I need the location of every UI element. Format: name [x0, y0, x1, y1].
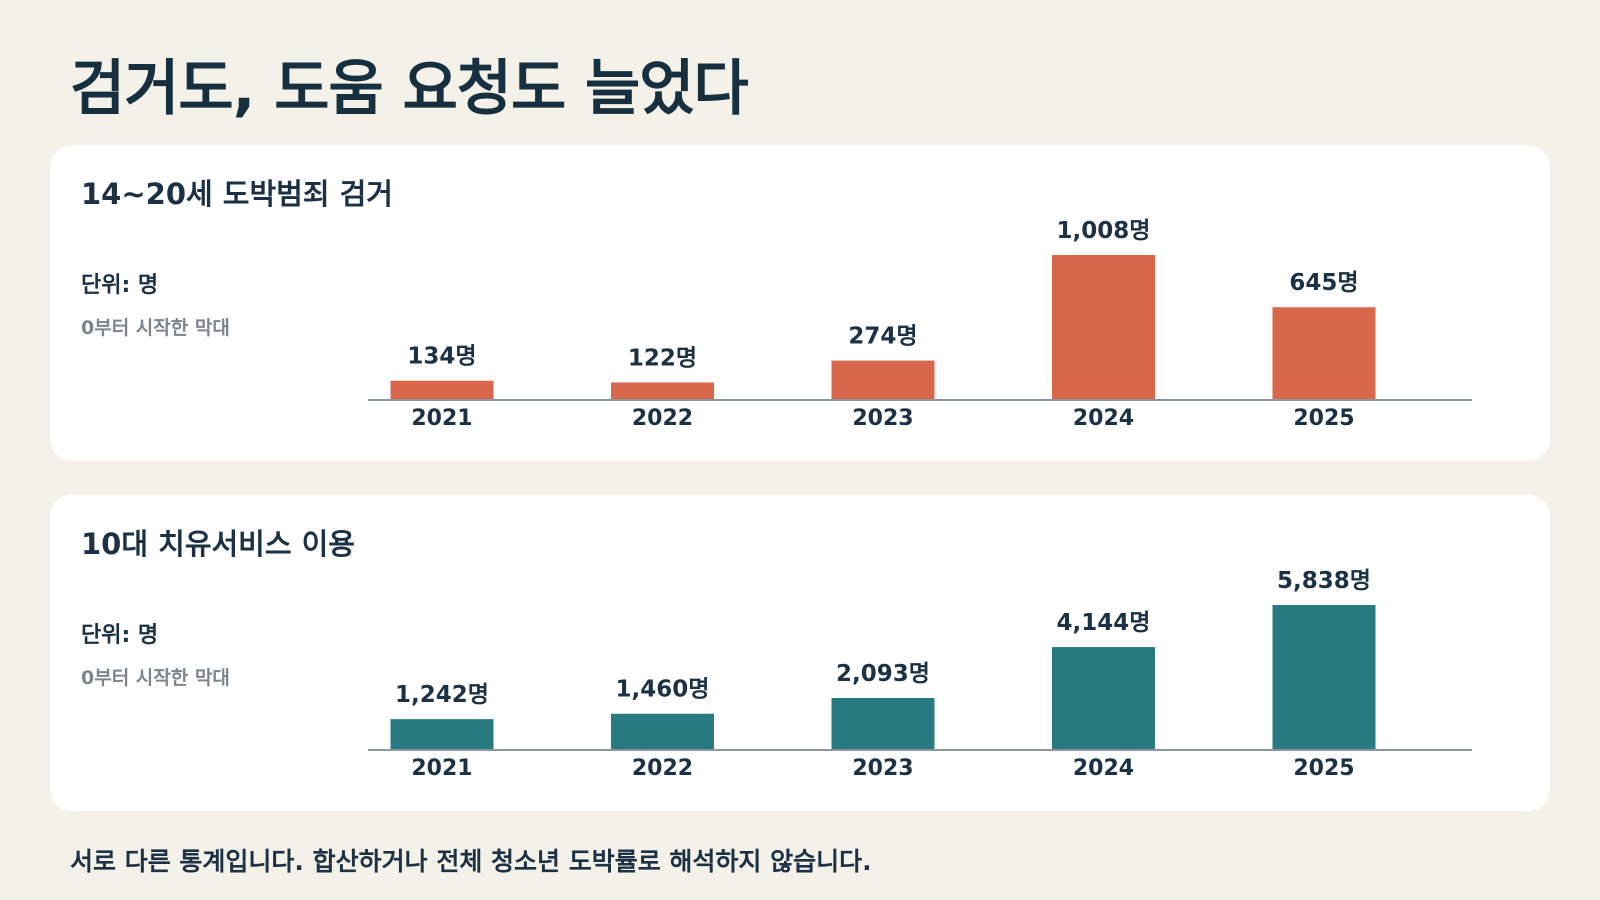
- x-tick-label: 2021: [411, 756, 472, 781]
- x-tick-label: 2025: [1293, 406, 1354, 431]
- unit-label: 단위: 명: [81, 623, 159, 648]
- x-tick-label: 2025: [1293, 756, 1354, 781]
- services-chart-card: 10대 치유서비스 이용 단위: 명 0부터 시작한 막대 1,242명 2021…: [50, 495, 1550, 811]
- bar-2025: [1272, 605, 1376, 750]
- page-title: 검거도, 도움 요청도 늘었다: [70, 54, 749, 124]
- bar-2021: [390, 380, 494, 400]
- bar-value-label: 4,144명: [1057, 610, 1151, 636]
- chart-title: 14~20세 도박범죄 검거: [81, 177, 393, 211]
- x-tick-label: 2022: [632, 406, 693, 431]
- bar-value-label: 1,008명: [1057, 218, 1151, 244]
- bar-value-label: 134명: [407, 344, 476, 370]
- x-tick-label: 2024: [1073, 756, 1134, 781]
- bar-value-label: 274명: [848, 324, 917, 350]
- axis-note: 0부터 시작한 막대: [81, 667, 230, 689]
- bar-value-label: 1,242명: [395, 682, 489, 708]
- bar-value-label: 645명: [1289, 270, 1358, 296]
- bar-2023: [831, 360, 935, 400]
- bar-2024: [1052, 255, 1155, 400]
- bar-value-label: 2,093명: [836, 661, 930, 687]
- arrests-chart-card: 14~20세 도박범죄 검거 단위: 명 0부터 시작한 막대 134명 2021…: [50, 145, 1550, 461]
- bar-2024: [1052, 647, 1155, 750]
- bar-2021: [390, 719, 494, 750]
- x-tick-label: 2023: [852, 756, 913, 781]
- bar-value-label: 122명: [628, 345, 697, 371]
- bar-value-label: 1,460명: [616, 677, 710, 703]
- unit-label: 단위: 명: [81, 273, 159, 298]
- x-tick-label: 2023: [852, 406, 913, 431]
- chart-title: 10대 치유서비스 이용: [81, 527, 355, 561]
- x-tick-label: 2021: [411, 406, 472, 431]
- bar-2023: [831, 698, 935, 750]
- bar-value-label: 5,838명: [1277, 568, 1371, 594]
- arrests-bar-chart: 134명 2021 122명 2022 274명 2023 1,008명 2024 645명 20…: [368, 218, 1472, 431]
- x-tick-label: 2022: [632, 756, 693, 781]
- bar-2022: [611, 713, 714, 750]
- bar-2022: [611, 382, 714, 400]
- services-bar-chart: 1,242명 2021 1,460명 2022 2,093명 2023 4,144명 2024…: [368, 568, 1472, 781]
- axis-note: 0부터 시작한 막대: [81, 317, 230, 339]
- bar-2025: [1272, 307, 1376, 400]
- footnote: 서로 다른 통계입니다. 합산하거나 전체 청소년 도박률로 해석하지 않습니다…: [70, 847, 872, 876]
- x-tick-label: 2024: [1073, 406, 1134, 431]
